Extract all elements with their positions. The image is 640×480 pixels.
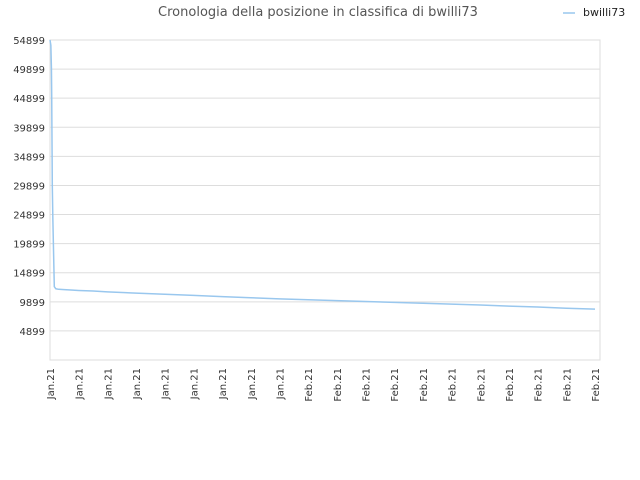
x-tick-label: Feb.21: [448, 368, 459, 402]
y-tick-label: 29899: [13, 181, 45, 192]
y-tick-label: 19899: [13, 240, 45, 251]
series-layer: [49, 39, 596, 310]
y-tick-label: 34899: [13, 152, 45, 163]
legend-label: bwilli73: [583, 6, 625, 19]
x-tick-label: Jan.21: [189, 368, 200, 400]
x-tick-label: Jan.21: [218, 368, 229, 400]
x-tick-label: Jan.21: [247, 368, 258, 400]
y-axis-ticks: 4899 9899 14899 19899 24899 29899 34899 39899 44…: [13, 36, 45, 338]
x-tick-label: Feb.21: [390, 368, 401, 402]
y-tick-label: 9899: [20, 298, 45, 309]
y-tick-label: 49899: [13, 65, 45, 76]
x-tick-label: Feb.21: [304, 368, 315, 402]
x-tick-label: Feb.21: [534, 368, 545, 402]
x-tick-label: Jan.21: [161, 368, 172, 400]
series-line-bwilli73: [49, 39, 596, 310]
x-tick-label: Feb.21: [362, 368, 373, 402]
x-tick-label: Jan.21: [46, 368, 57, 400]
y-tick-label: 44899: [13, 94, 45, 105]
y-tick-label: 54899: [13, 36, 45, 47]
x-axis-ticks: Jan.21 Jan.21 Jan.21 Jan.21 Jan.21 Jan.21 Jan.…: [46, 368, 602, 402]
plot-border: [49, 39, 601, 361]
x-tick-label: Feb.21: [419, 368, 430, 402]
x-tick-label: Jan.21: [103, 368, 114, 400]
chart-title: Cronologia della posizione in classifica…: [158, 5, 478, 20]
y-tick-label: 4899: [20, 327, 45, 338]
x-tick-label: Jan.21: [75, 368, 86, 400]
x-tick-label: Jan.21: [132, 368, 143, 400]
y-tick-label: 14899: [13, 269, 45, 280]
y-tick-label: 39899: [13, 123, 45, 134]
legend: bwilli73: [563, 6, 625, 19]
x-tick-label: Feb.21: [591, 368, 602, 402]
y-tick-label: 24899: [13, 211, 45, 222]
x-tick-label: Jan.21: [275, 368, 286, 400]
x-tick-label: Feb.21: [333, 368, 344, 402]
x-tick-label: Feb.21: [562, 368, 573, 402]
x-tick-label: Feb.21: [505, 368, 516, 402]
plot-grid: [49, 39, 601, 361]
x-tick-label: Feb.21: [476, 368, 487, 402]
